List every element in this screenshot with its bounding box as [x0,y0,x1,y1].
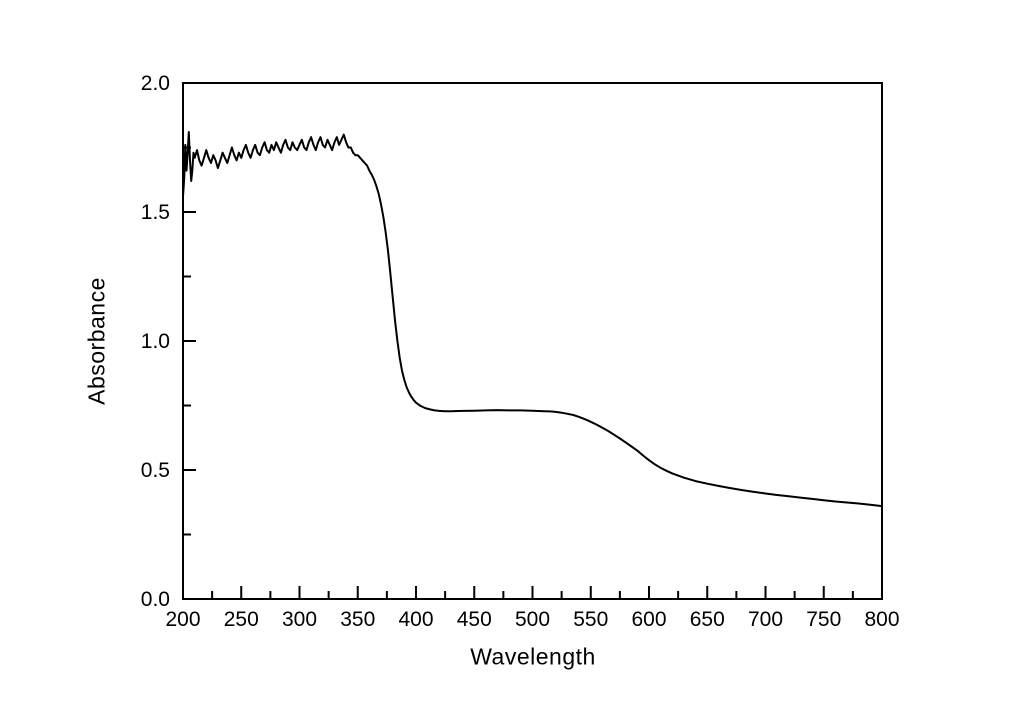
x-tick-label: 800 [864,608,899,631]
x-tick-label: 500 [515,608,550,631]
x-tick-label: 350 [340,608,375,631]
x-tick-label: 650 [690,608,725,631]
plot-frame [182,82,883,600]
x-tick-label: 200 [165,608,200,631]
y-tick-label: 0.0 [141,588,170,611]
y-tick-label: 0.5 [141,459,170,482]
x-tick-label: 550 [573,608,608,631]
x-tick-label: 450 [457,608,492,631]
x-tick-label: 250 [224,608,259,631]
x-tick-label: 700 [748,608,783,631]
x-tick-label: 750 [806,608,841,631]
y-tick-label: 2.0 [141,72,170,95]
x-axis-title: Wavelength [470,643,596,670]
spectrum-curve [182,131,883,508]
x-tick-label: 600 [631,608,666,631]
y-tick-label: 1.0 [141,330,170,353]
y-tick-label: 1.5 [141,201,170,224]
y-axis-title: Absorbance [83,277,110,405]
x-tick-label: 400 [398,608,433,631]
x-tick-label: 300 [282,608,317,631]
